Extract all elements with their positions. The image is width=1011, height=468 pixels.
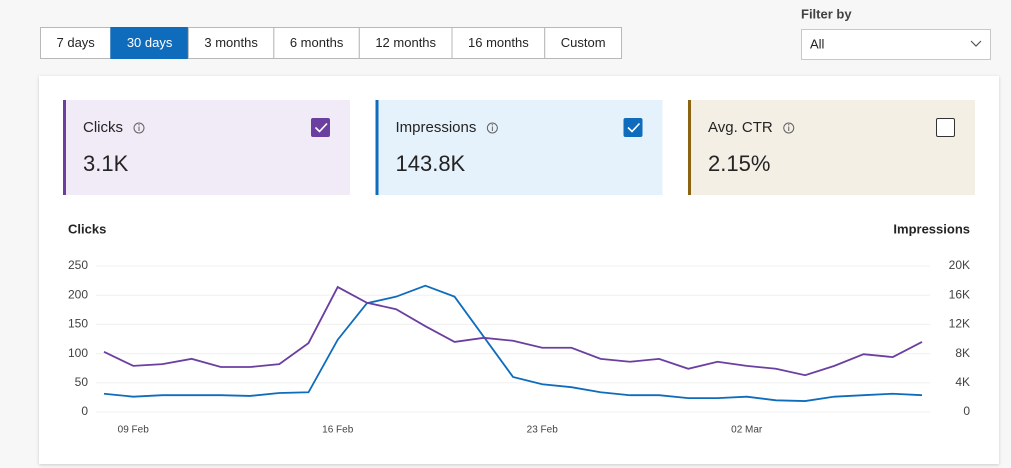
period-button[interactable] [187, 27, 275, 59]
period-label: 7 days [57, 35, 96, 50]
period-button[interactable] [451, 27, 546, 59]
x-tick-label: 16 Feb [322, 425, 354, 436]
period-label: 3 months [204, 35, 258, 50]
metric-card [688, 100, 975, 195]
y2-tick-label: 0 [963, 404, 970, 418]
metric-name: Clicks [83, 119, 123, 136]
filter-select[interactable] [801, 29, 991, 60]
period-label: 30 days [127, 35, 173, 50]
metric-value: 3.1K [83, 151, 129, 176]
y-tick-label: 100 [68, 346, 88, 360]
y2-tick-label: 16K [949, 287, 970, 301]
filter-label: Filter by [801, 6, 852, 21]
y-axis-title: Clicks [68, 221, 106, 236]
y2-tick-label: 8K [955, 346, 970, 360]
x-tick-label: 02 Mar [731, 425, 763, 436]
metric-value: 143.8K [396, 151, 466, 176]
y-tick-label: 50 [75, 375, 89, 389]
x-tick-label: 09 Feb [118, 425, 150, 436]
metric-accent [63, 100, 66, 195]
period-button[interactable] [544, 27, 623, 59]
y-tick-label: 0 [81, 404, 88, 418]
y2-tick-label: 20K [949, 258, 970, 272]
metric-checkbox[interactable] [311, 118, 330, 137]
period-label: 16 months [468, 35, 529, 50]
info-icon [486, 122, 498, 134]
info-icon [133, 122, 145, 134]
metric-name: Avg. CTR [708, 119, 773, 136]
y-tick-label: 250 [68, 258, 88, 272]
dropdown-arrow [970, 40, 982, 47]
series-line [103, 285, 923, 377]
filter-value: All [810, 36, 825, 51]
period-button[interactable] [273, 27, 360, 59]
period-label: 12 months [375, 35, 436, 50]
period-button[interactable] [40, 27, 112, 59]
y-tick-label: 200 [68, 287, 88, 301]
period-label: 6 months [290, 35, 344, 50]
x-tick-label: 23 Feb [527, 425, 559, 436]
info-icon-dot [491, 124, 494, 126]
y2-tick-label: 4K [955, 375, 970, 389]
metric-accent [688, 100, 691, 195]
metric-card [375, 100, 663, 195]
series-line [103, 284, 923, 402]
period-label: Custom [561, 35, 606, 50]
checkmark [627, 122, 641, 133]
info-icon-dot [138, 124, 140, 126]
checkmark [314, 122, 328, 133]
metric-card [63, 100, 350, 195]
y2-tick-label: 12K [949, 317, 970, 331]
metric-value: 2.15% [708, 151, 770, 176]
info-icon [783, 122, 795, 134]
y2-axis-title: Impressions [893, 221, 970, 236]
info-icon-dot [788, 124, 790, 126]
y-tick-label: 150 [68, 317, 88, 331]
metric-name: Impressions [396, 119, 477, 136]
period-button[interactable] [110, 27, 189, 59]
metric-accent [375, 100, 379, 195]
metric-checkbox[interactable] [936, 118, 955, 137]
metric-checkbox[interactable] [623, 118, 643, 137]
